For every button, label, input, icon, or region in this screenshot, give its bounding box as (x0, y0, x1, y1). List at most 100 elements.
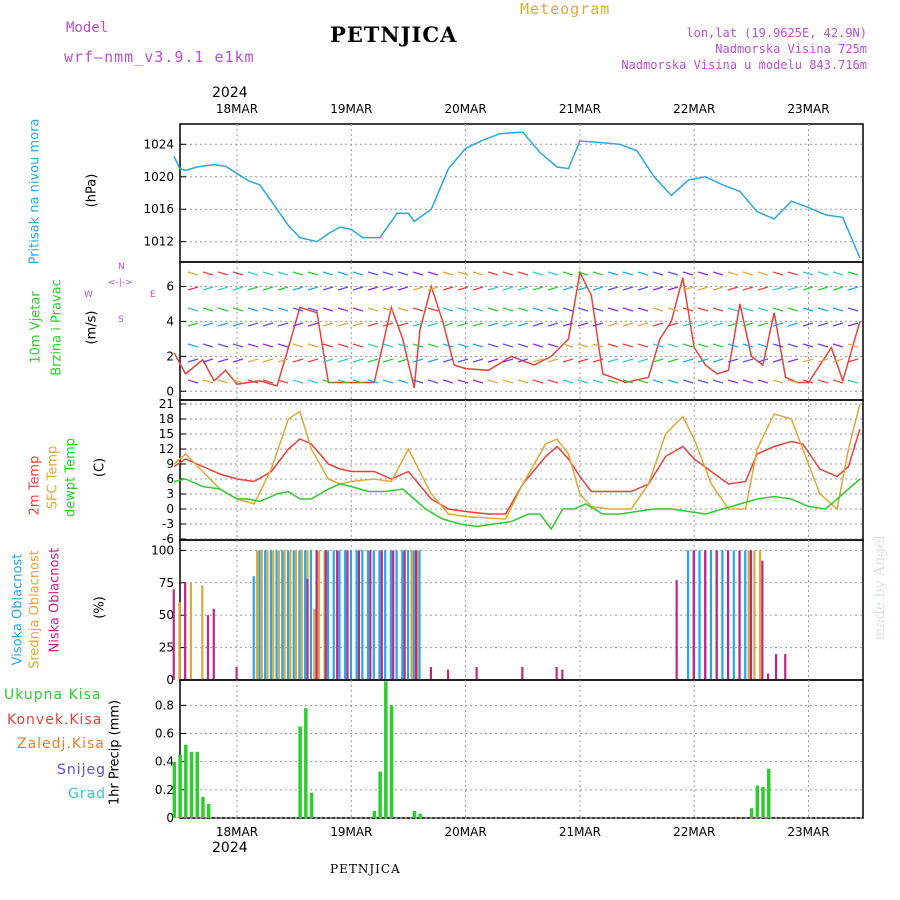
data-bar (726, 550, 730, 680)
wind-barb (712, 358, 724, 363)
wind-barb (352, 322, 364, 327)
wind-barb (262, 286, 274, 291)
wind-barb (517, 307, 529, 312)
wind-barb (772, 358, 784, 363)
wind-barb (772, 343, 784, 348)
wind-barb (637, 271, 649, 276)
wind-barb (592, 379, 604, 384)
data-bar (758, 550, 762, 680)
wind-barb (187, 271, 199, 276)
data-bar (172, 761, 177, 818)
wind-barb (727, 307, 739, 312)
wind-barb (607, 307, 619, 312)
wind-barb (247, 271, 259, 276)
wind-barb (352, 343, 364, 348)
y-tick-label: 1020 (143, 170, 174, 184)
wind-barb (562, 322, 574, 327)
wind-barb (322, 307, 334, 312)
y-tick-label: 25 (159, 641, 174, 655)
wind-barb (367, 286, 379, 291)
data-bar (292, 550, 295, 680)
wind-barb (397, 358, 409, 363)
wind-barb (607, 286, 619, 291)
series-line (173, 478, 861, 531)
wind-barb (352, 271, 364, 276)
wind-barb (217, 343, 229, 348)
wind-barb (817, 271, 829, 276)
wind-barb (592, 271, 604, 276)
wind-barb (652, 358, 664, 363)
compass-arrows: <-|-> (108, 278, 133, 288)
wind-barb (667, 322, 679, 327)
wind-barb (277, 379, 289, 384)
data-bar (326, 550, 330, 680)
y-tick-label: 6 (166, 472, 174, 486)
date-label-top: 23MAR (787, 102, 829, 116)
wind-barb (847, 271, 859, 276)
data-bar (235, 667, 238, 680)
data-bar (418, 550, 421, 680)
data-bar (732, 550, 735, 680)
wind-barb (622, 271, 634, 276)
data-bar (298, 550, 301, 680)
wind-barb (322, 322, 334, 327)
data-bar (281, 550, 284, 680)
data-bar (749, 808, 754, 818)
wind-barb (802, 322, 814, 327)
wind-barb (697, 307, 709, 312)
date-label-bottom: 22MAR (673, 825, 715, 839)
data-bar (189, 582, 192, 680)
y-tick-label: 6 (166, 279, 174, 293)
data-bar (269, 550, 272, 680)
data-bar (366, 550, 370, 680)
wind-barb (472, 286, 484, 291)
wind-barb (742, 322, 754, 327)
data-bar (744, 550, 747, 680)
data-bar (561, 669, 564, 680)
data-bar (206, 615, 210, 680)
wind-barb (532, 286, 544, 291)
wind-barb (487, 358, 499, 363)
data-bar (378, 771, 382, 818)
wind-barb (427, 271, 439, 276)
wind-barb (292, 358, 304, 363)
wind-barb (247, 358, 259, 363)
wind-barb (817, 322, 829, 327)
y-tick-label: 3 (166, 487, 174, 501)
data-bar (298, 726, 302, 818)
data-bar (260, 550, 263, 680)
wind-barb (187, 322, 199, 327)
date-label-bottom: 19MAR (330, 825, 372, 839)
wind-barb (637, 343, 649, 348)
wind-barb (412, 322, 424, 327)
wind-barb (247, 307, 259, 312)
wind-barb (577, 322, 589, 327)
wind-barb (457, 286, 469, 291)
wind-barb (742, 271, 754, 276)
wind-barb (682, 322, 694, 327)
data-bar (692, 550, 695, 680)
wind-barb (727, 322, 739, 327)
data-bar (414, 550, 418, 680)
wind-barb (712, 286, 724, 291)
wind-barb (337, 343, 349, 348)
wind-barb (577, 358, 589, 363)
wind-barb (502, 271, 514, 276)
wind-barb (412, 379, 424, 384)
data-bar (258, 550, 261, 680)
wind-barb (187, 343, 199, 348)
wind-barb (742, 358, 754, 363)
data-bar (283, 550, 286, 680)
date-label-top: 22MAR (673, 102, 715, 116)
wind-barb (577, 343, 589, 348)
y-tick-label: 4 (166, 314, 174, 328)
wind-barb (247, 343, 259, 348)
data-bar (172, 589, 175, 680)
data-bar (313, 608, 316, 680)
wind-barb (667, 271, 679, 276)
wind-barb (817, 286, 829, 291)
wind-barb (562, 286, 574, 291)
data-bar (412, 550, 415, 680)
elevation-label: Nadmorska Visina 725m (715, 42, 867, 56)
data-bar (323, 550, 326, 680)
